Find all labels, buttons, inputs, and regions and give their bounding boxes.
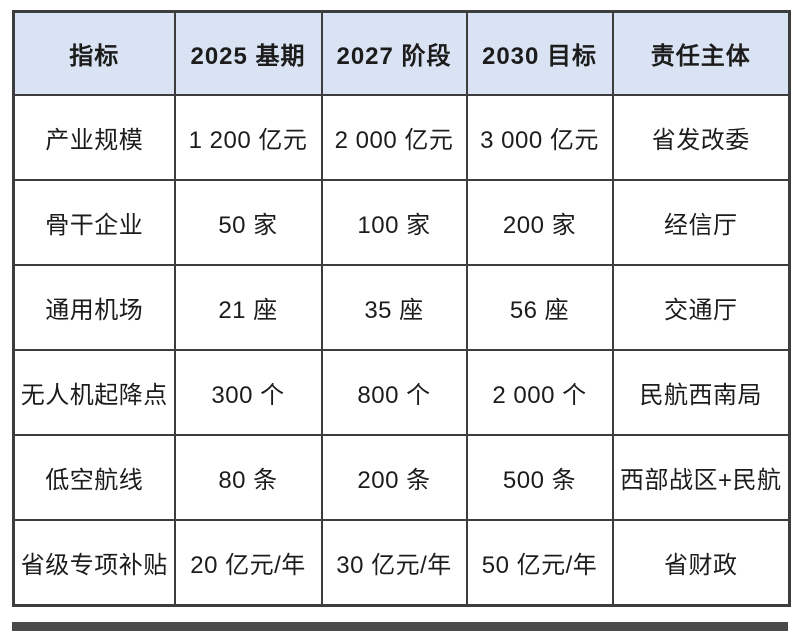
header-cell-indicator: 指标: [12, 10, 176, 96]
header-row: 指标 2025 基期 2027 阶段 2030 目标 责任主体: [12, 10, 791, 96]
table-cell: 50 亿元/年: [465, 519, 614, 607]
table-body: 产业规模 1 200 亿元 2 000 亿元 3 000 亿元 省发改委 骨干企业 50 家…: [12, 94, 791, 607]
table-row: 骨干企业 50 家 100 家 200 家经信厅: [12, 179, 791, 266]
table-row: 产业规模 1 200 亿元 2 000 亿元 3 000 亿元 省发改委: [12, 94, 791, 181]
table-row: 通用机场 21 座 35 座 56 座交通厅: [12, 264, 791, 351]
table-cell: 民航西南局: [611, 349, 791, 436]
table-cell: 省级专项补贴: [12, 519, 176, 607]
table-cell: 56 座: [465, 264, 614, 351]
table-cell: 低空航线: [12, 434, 176, 521]
table-cell: 2 000 亿元: [320, 94, 468, 181]
header-cell-2030-target: 2030 目标: [465, 10, 614, 96]
table-cell: 30 亿元/年: [320, 519, 468, 607]
table-cell: 20 亿元/年: [173, 519, 323, 607]
table-cell: 1 200 亿元: [173, 94, 323, 181]
table-cell: 3 000 亿元: [465, 94, 614, 181]
table-cell: 无人机起降点: [12, 349, 176, 436]
table-cell: 21 座: [173, 264, 323, 351]
next-table-top-edge: [12, 622, 788, 631]
header-cell-responsible: 责任主体: [611, 10, 791, 96]
kpi-target-table: 指标 2025 基期 2027 阶段 2030 目标 责任主体 产业规模 1 20…: [12, 10, 791, 607]
table-cell: 产业规模: [12, 94, 176, 181]
table-cell: 100 家: [320, 179, 468, 266]
table-cell: 骨干企业: [12, 179, 176, 266]
table-row: 省级专项补贴 20 亿元/年 30 亿元/年 50 亿元/年 省财政: [12, 519, 791, 607]
table-cell: 200 条: [320, 434, 468, 521]
table-cell: 50 家: [173, 179, 323, 266]
table-cell: 2 000 个: [465, 349, 614, 436]
header-cell-2025-base: 2025 基期: [173, 10, 323, 96]
table-cell: 通用机场: [12, 264, 176, 351]
table-cell: 300 个: [173, 349, 323, 436]
table-header: 指标 2025 基期 2027 阶段 2030 目标 责任主体: [12, 10, 791, 96]
table-row: 低空航线 80 条 200 条 500 条西部战区+民航: [12, 434, 791, 521]
header-cell-2027-stage: 2027 阶段: [320, 10, 468, 96]
table-cell: 200 家: [465, 179, 614, 266]
table-cell: 西部战区+民航: [611, 434, 791, 521]
table-cell: 500 条: [465, 434, 614, 521]
table-cell: 经信厅: [611, 179, 791, 266]
table-cell: 省发改委: [611, 94, 791, 181]
table-cell: 35 座: [320, 264, 468, 351]
table-cell: 80 条: [173, 434, 323, 521]
table-cell: 800 个: [320, 349, 468, 436]
table-cell: 省财政: [611, 519, 791, 607]
table-cell: 交通厅: [611, 264, 791, 351]
